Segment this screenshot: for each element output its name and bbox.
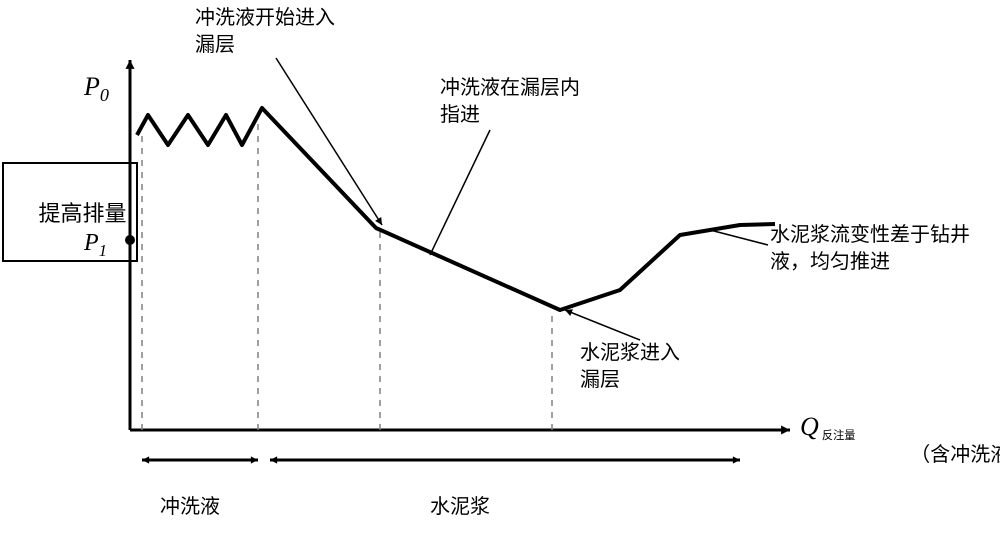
x-axis-label: Q 反注量 <box>800 412 855 443</box>
p1-label: P1 <box>84 230 107 261</box>
boxed-label-increase-flow: 提高排量 <box>2 162 138 262</box>
x-axis-label-paren: （含冲洗液） <box>888 415 1000 490</box>
y-axis-label: P0 <box>84 72 109 106</box>
range-label-cement: 水泥浆 <box>430 490 490 519</box>
callout-cement-rheology: 水泥浆流变性差于钻井 液，均匀推进 <box>770 222 970 276</box>
callout-cement-enter: 水泥浆进入 漏层 <box>580 340 680 394</box>
range-label-flush: 冲洗液 <box>160 490 220 519</box>
boxed-label-text: 提高排量 <box>38 201 126 226</box>
callout-flush-enter: 冲洗液开始进入 漏层 <box>195 5 335 59</box>
callout-flush-finger: 冲洗液在漏层内 指进 <box>440 75 580 129</box>
